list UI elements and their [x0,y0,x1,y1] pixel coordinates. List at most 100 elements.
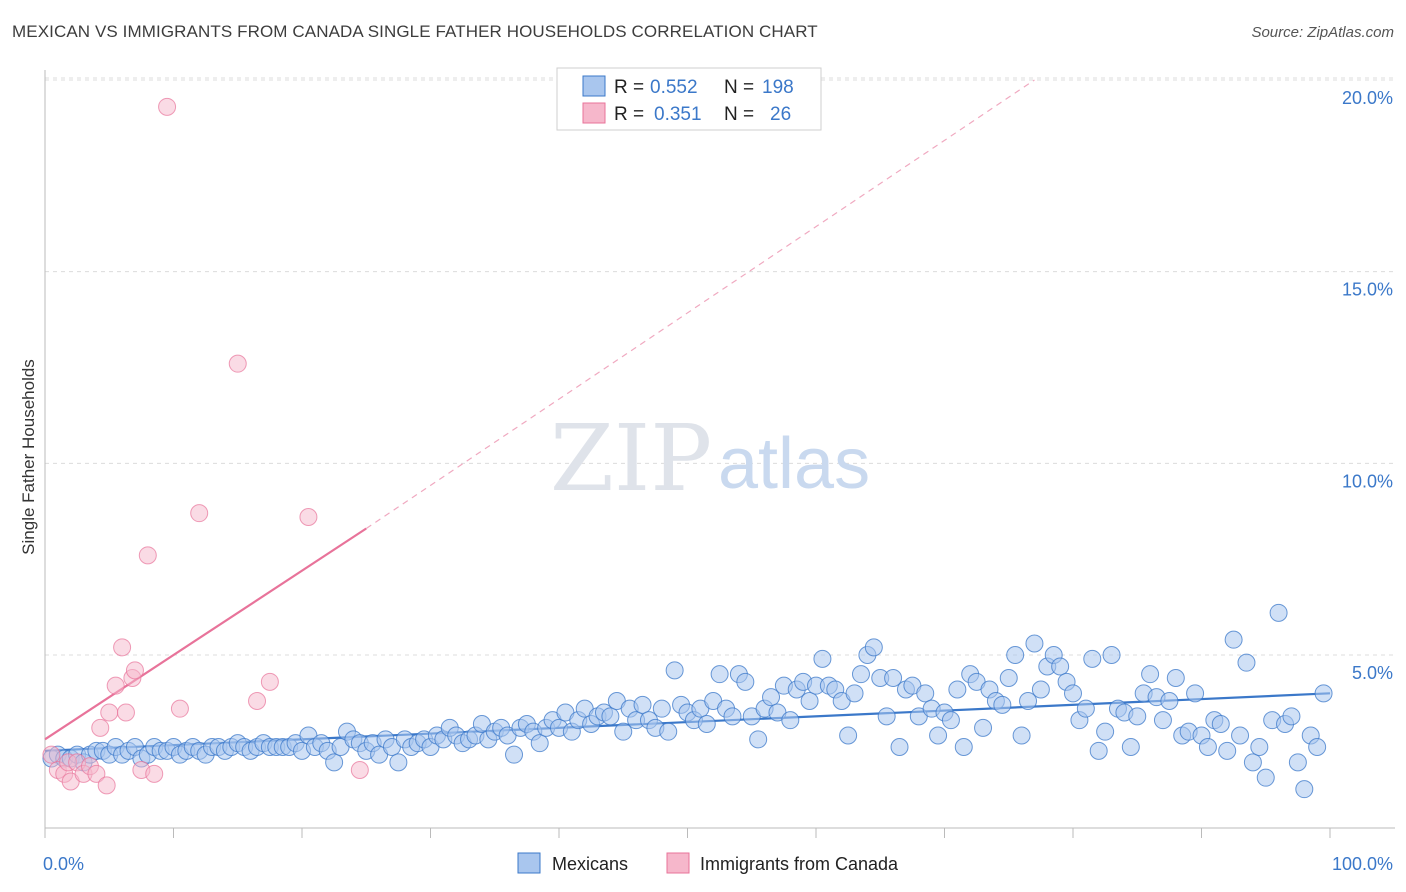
point-mexicans-162 [1083,649,1102,668]
point-canada-9 [91,718,110,737]
point-canada-20 [158,97,177,116]
point-mexicans-102 [697,715,716,733]
point-mexicans-182 [1211,715,1230,733]
point-mexicans-145 [974,718,993,737]
x-tick-labels: 0.0% 100.0% [43,854,1393,874]
point-mexicans-132 [890,738,909,756]
point-mexicans-153 [1025,634,1044,653]
point-canada-16 [125,661,144,680]
point-canada-0 [42,745,61,764]
point-mexicans-141 [948,680,967,699]
point-mexicans-165 [1102,646,1121,664]
point-canada-24 [248,692,267,710]
point-mexicans-169 [1128,707,1147,726]
point-mexicans-97 [665,661,684,680]
point-canada-21 [170,699,189,718]
point-mexicans-44 [325,753,344,772]
point-canada-25 [260,672,279,691]
point-mexicans-106 [723,707,742,726]
watermark: ZIP atlas [550,405,870,512]
legend-r-label-1: R = [614,77,644,98]
point-mexicans-138 [929,726,948,745]
point-mexicans-193 [1282,707,1301,726]
point-mexicans-115 [781,711,800,730]
legend-n-value-1: 198 [762,77,794,98]
data-points [42,97,1333,799]
point-mexicans-183 [1218,741,1237,760]
point-mexicans-175 [1166,669,1185,687]
point-canada-10 [97,776,116,795]
point-mexicans-130 [877,707,896,726]
point-mexicans-120 [813,649,832,668]
grid-lines [45,77,1395,656]
point-mexicans-151 [1012,726,1031,745]
point-mexicans-89 [614,722,633,741]
trend-line-canada-extension [365,79,1035,529]
point-mexicans-108 [736,672,755,691]
point-mexicans-178 [1186,684,1205,703]
y-axis-label: Single Father Households [19,359,38,555]
point-canada-12 [106,676,125,695]
axes [44,70,1395,838]
point-mexicans-125 [845,684,864,703]
point-mexicans-188 [1250,738,1269,756]
point-mexicans-126 [851,665,870,684]
point-mexicans-131 [884,669,903,687]
point-mexicans-112 [762,688,781,707]
point-mexicans-152 [1019,692,1038,710]
source-label: Source: ZipAtlas.com [1251,24,1394,41]
bottom-legend-label-mexicans: Mexicans [552,854,628,874]
point-mexicans-171 [1141,665,1160,684]
point-mexicans-154 [1031,680,1050,699]
point-mexicans-185 [1231,726,1250,745]
point-mexicans-96 [659,722,678,741]
point-canada-23 [228,354,247,373]
legend-n-label-2: N = [724,104,754,125]
point-mexicans-189 [1256,768,1275,787]
point-canada-18 [138,546,157,565]
y-tick-label-1: 10.0% [1342,471,1393,491]
correlation-legend: R = 0.552 N = 198 R = 0.351 N = 26 [556,67,822,131]
point-canada-8 [87,764,106,783]
point-mexicans-128 [864,638,883,657]
point-mexicans-197 [1308,738,1327,756]
trend-line-canada [44,527,367,741]
point-mexicans-161 [1076,699,1095,718]
point-canada-22 [190,504,209,523]
point-canada-13 [113,638,132,657]
legend-swatch-mexicans [582,75,606,97]
point-mexicans-184 [1224,630,1243,649]
legend-n-value-2: 26 [770,104,791,125]
bottom-legend-swatch-canada [666,852,690,874]
x-tick-label-1: 100.0% [1332,854,1393,874]
point-mexicans-92 [633,695,652,714]
point-mexicans-142 [954,738,973,756]
point-mexicans-110 [749,730,768,749]
y-tick-labels: 5.0% 10.0% 15.0% 20.0% [1342,88,1393,683]
point-canada-27 [350,761,369,779]
point-mexicans-76 [530,734,549,753]
bottom-legend-label-canada: Immigrants from Canada [700,854,899,874]
chart-title: MEXICAN VS IMMIGRANTS FROM CANADA SINGLE… [12,22,818,41]
point-mexicans-195 [1295,780,1314,799]
point-mexicans-54 [389,753,408,772]
y-tick-label-0: 5.0% [1352,663,1393,683]
point-mexicans-148 [993,695,1012,714]
point-mexicans-180 [1198,738,1217,756]
point-mexicans-157 [1051,657,1070,676]
legend-r-label-2: R = [614,104,644,125]
point-mexicans-104 [710,665,729,684]
y-tick-label-3: 20.0% [1342,88,1393,108]
y-tick-label-2: 15.0% [1342,280,1393,300]
point-canada-14 [116,703,135,722]
point-canada-11 [100,703,119,722]
point-mexicans-149 [999,669,1018,687]
point-mexicans-168 [1121,738,1140,756]
point-mexicans-174 [1160,692,1179,710]
legend-r-value-2: 0.351 [654,104,702,125]
point-mexicans-187 [1243,753,1262,772]
point-mexicans-198 [1314,684,1333,703]
point-mexicans-140 [941,711,960,730]
point-mexicans-118 [800,692,819,710]
